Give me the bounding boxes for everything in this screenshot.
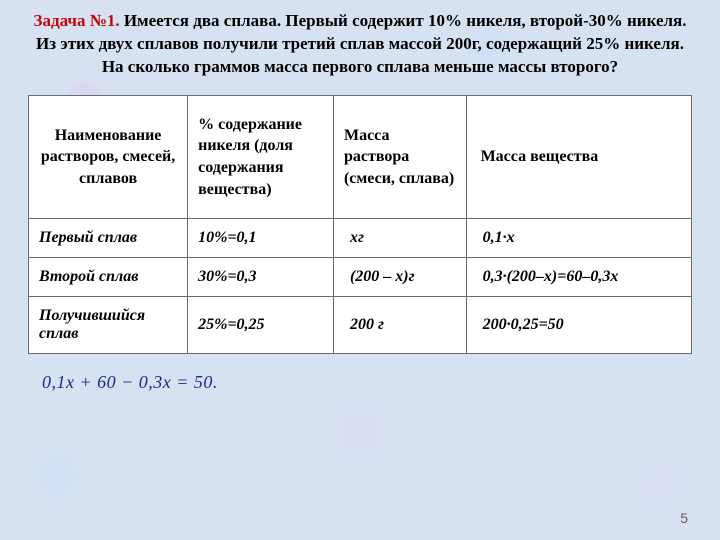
table-header-percent: % содержание никеля (доля содержания вещ…: [188, 95, 334, 218]
cell-mass: (200 – х)г: [333, 258, 466, 297]
cell-mass: 200 г: [333, 297, 466, 354]
cell-percent: 10%=0,1: [188, 219, 334, 258]
table-row: Первый сплав 10%=0,1 хг 0,1·х: [29, 219, 692, 258]
alloy-table: Наименование растворов, смесей, сплавов …: [28, 95, 692, 354]
problem-lead: Задача №1.: [34, 11, 120, 30]
page-number: 5: [680, 510, 688, 526]
table-header-name: Наименование растворов, смесей, сплавов: [29, 95, 188, 218]
cell-mass: хг: [333, 219, 466, 258]
table-header-row: Наименование растворов, смесей, сплавов …: [29, 95, 692, 218]
equation: 0,1x + 60 − 0,3x = 50.: [42, 372, 692, 393]
cell-percent: 30%=0,3: [188, 258, 334, 297]
cell-name: Получившийся сплав: [29, 297, 188, 354]
cell-name: Первый сплав: [29, 219, 188, 258]
cell-substance: 200·0,25=50: [466, 297, 691, 354]
table-row: Получившийся сплав 25%=0,25 200 г 200·0,…: [29, 297, 692, 354]
cell-substance: 0,1·х: [466, 219, 691, 258]
cell-percent: 25%=0,25: [188, 297, 334, 354]
table-header-substance: Масса вещества: [466, 95, 691, 218]
problem-statement: Задача №1. Имеется два сплава. Первый со…: [28, 10, 692, 79]
cell-substance: 0,3·(200–х)=60–0,3х: [466, 258, 691, 297]
problem-text: Имеется два сплава. Первый содержит 10% …: [36, 11, 686, 76]
cell-name: Второй сплав: [29, 258, 188, 297]
table-header-mass: Масса раствора (смеси, сплава): [333, 95, 466, 218]
table-row: Второй сплав 30%=0,3 (200 – х)г 0,3·(200…: [29, 258, 692, 297]
